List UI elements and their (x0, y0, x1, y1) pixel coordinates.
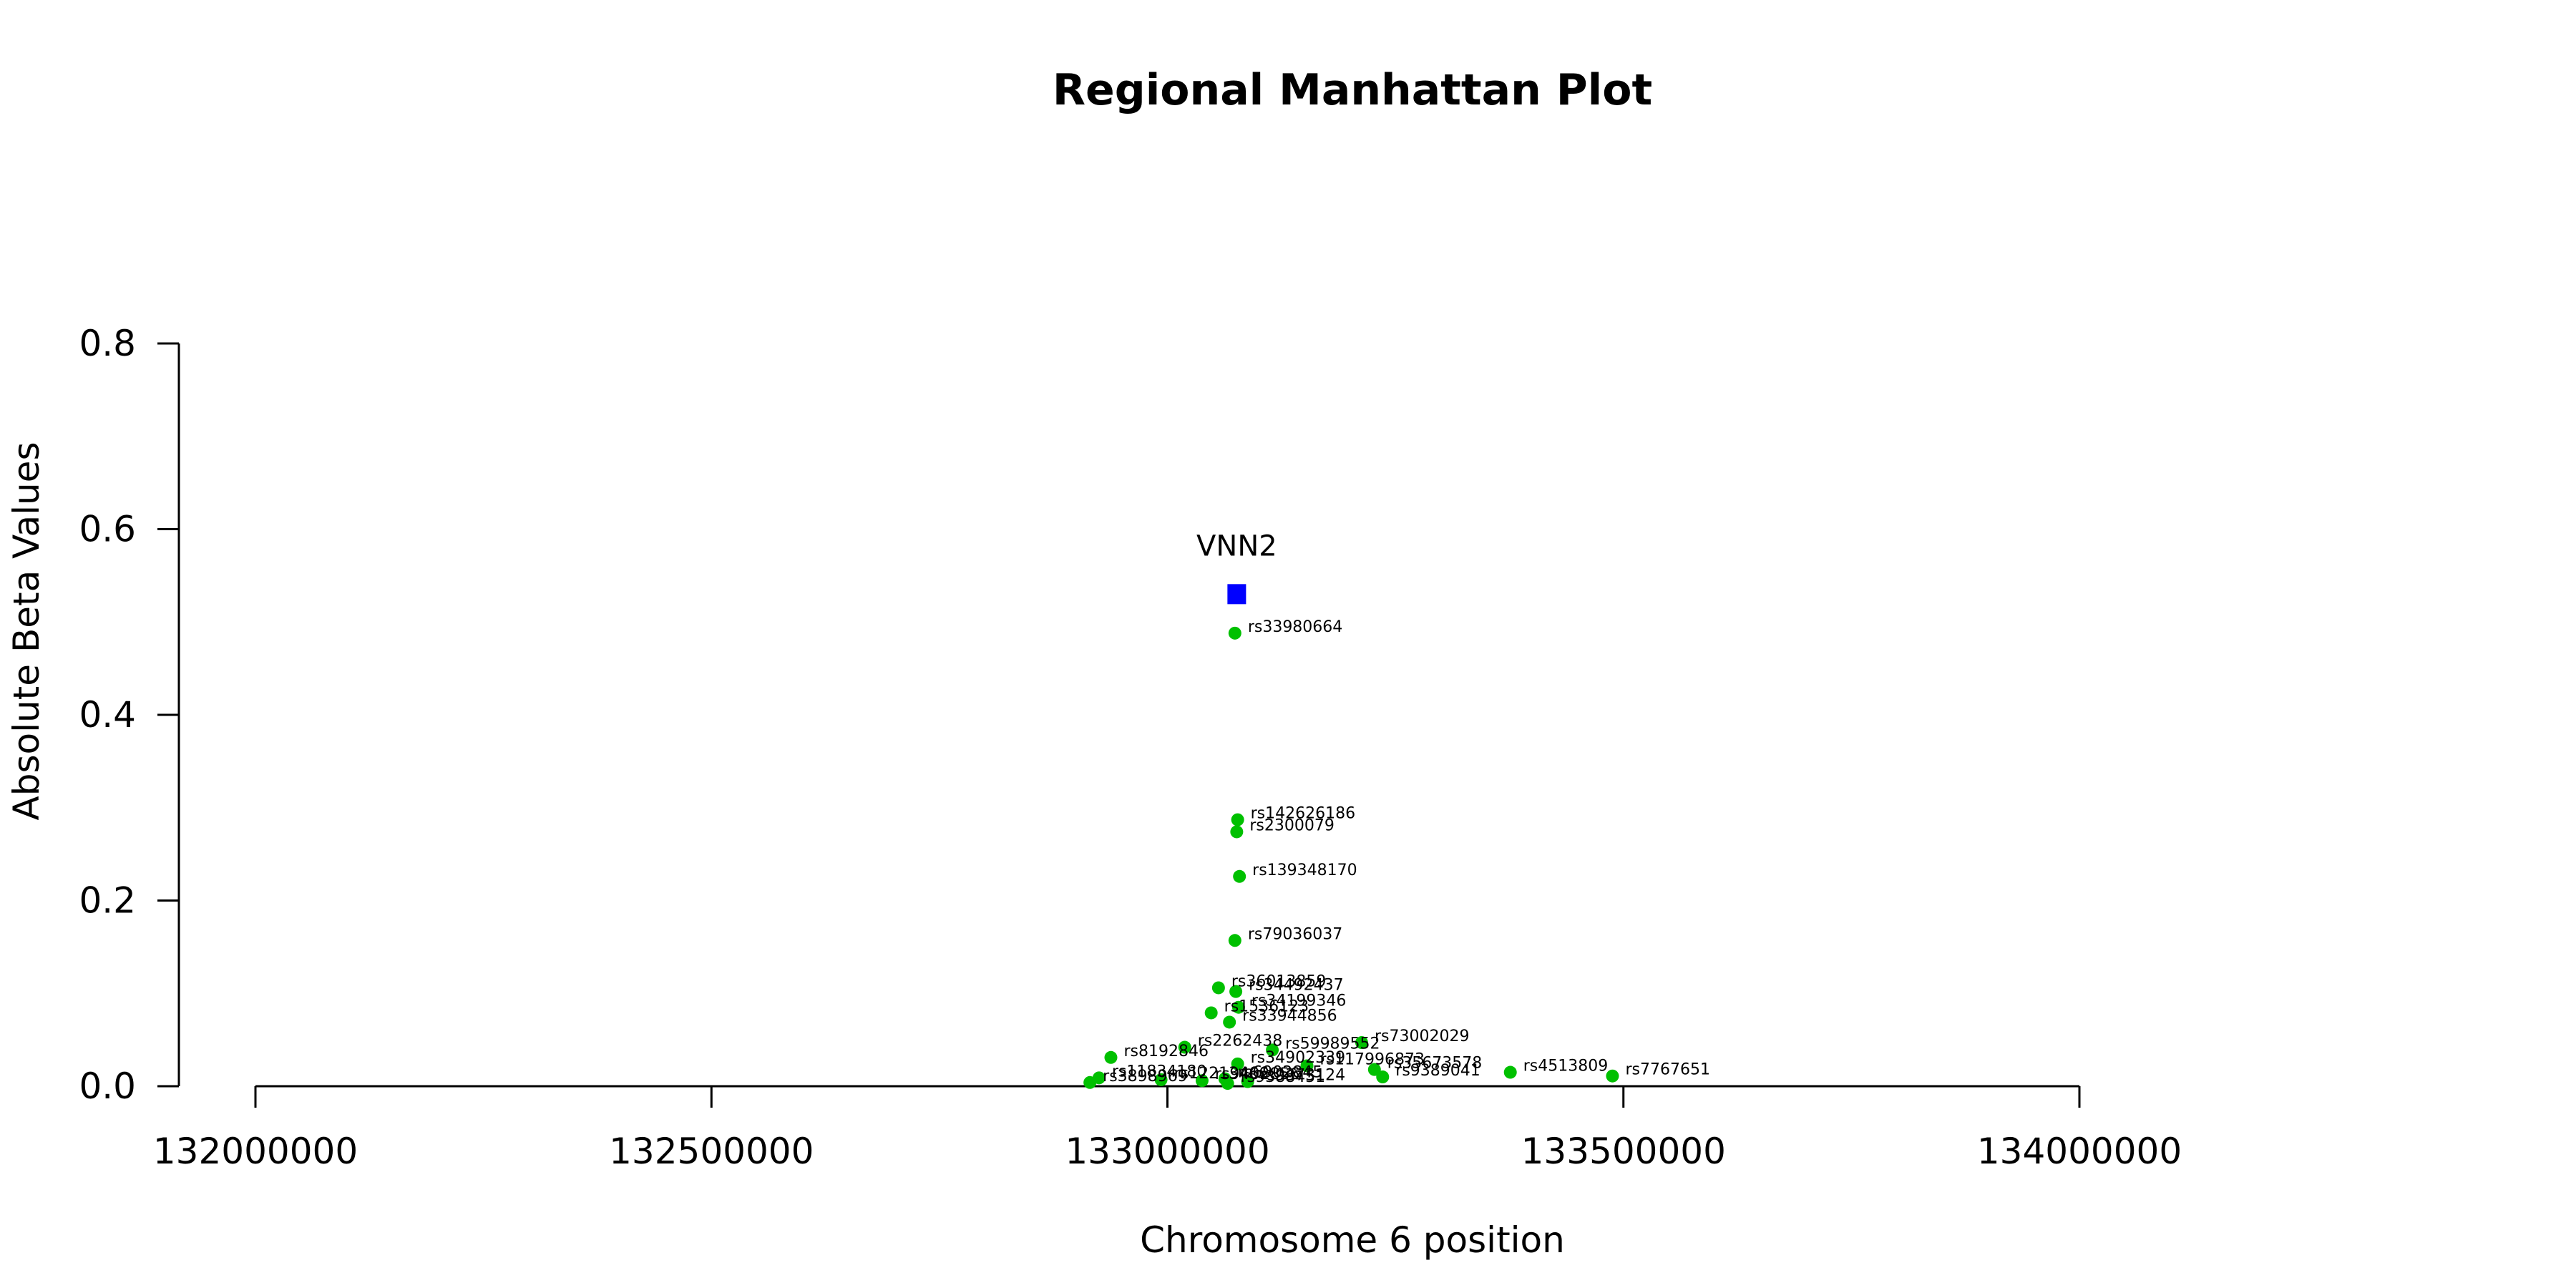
snp-label: rs117996873 (1319, 1050, 1424, 1068)
y-tick-label: 0.8 (79, 323, 136, 364)
snp-point (1376, 1070, 1390, 1084)
snp-label: rs9388451 (1241, 1068, 1326, 1086)
snp-point (1228, 934, 1241, 947)
x-axis-label: Chromosome 6 position (1140, 1219, 1565, 1261)
snp-point (1229, 985, 1243, 998)
snp-point (1204, 1006, 1218, 1020)
snp-label: rs33980664 (1248, 618, 1342, 636)
snp-label: rs9389041 (1395, 1062, 1480, 1080)
chart-title: Regional Manhattan Plot (1053, 65, 1652, 115)
y-tick-label: 0.0 (79, 1065, 136, 1107)
snp-point (1367, 1063, 1381, 1076)
snp-point (1606, 1069, 1619, 1083)
snp-point (1221, 1077, 1234, 1091)
snp-label: rs79036037 (1248, 925, 1342, 943)
snp-point (1083, 1075, 1097, 1089)
gene-label: VNN2 (1196, 530, 1277, 562)
snp-point (1241, 1075, 1254, 1088)
snp-point (1195, 1074, 1209, 1088)
snp-label: rs59989552 (1285, 1035, 1380, 1053)
snp-label: rs33944856 (1242, 1007, 1337, 1025)
snp-point (1231, 813, 1244, 826)
y-axis: 0.0 0.2 0.4 0.6 0.8 (79, 323, 180, 1107)
gene-point (1227, 584, 1246, 605)
snp-label: rs9402856 (1215, 1065, 1300, 1083)
snp-label: rs8192846 (1123, 1043, 1209, 1060)
snp-point (1503, 1065, 1517, 1079)
snp-label: rs2300079 (1249, 816, 1335, 834)
snp-label: rs3898969 (1103, 1068, 1188, 1085)
snp-point (1104, 1050, 1118, 1064)
snp-label: rs34199346 (1252, 992, 1346, 1010)
snp-label: rs9373124 (1261, 1067, 1346, 1085)
x-tick-label: 133500000 (1521, 1131, 1726, 1172)
snp-point (1231, 1000, 1245, 1014)
snp-point (1228, 626, 1241, 640)
snp-label: rs142626186 (1251, 805, 1355, 823)
y-tick-label: 0.2 (79, 880, 136, 922)
snp-point (1230, 825, 1244, 839)
snp-label: rs73002029 (1375, 1028, 1469, 1045)
data-points (1083, 584, 1619, 1091)
snp-label: rs11834180 (1112, 1063, 1206, 1080)
snp-label: rs7767651 (1625, 1061, 1710, 1079)
x-tick-label: 133000000 (1065, 1131, 1269, 1172)
snp-point (1233, 869, 1246, 883)
y-tick-label: 0.6 (79, 509, 136, 550)
snp-point (1154, 1073, 1168, 1086)
snp-point (1231, 1057, 1244, 1070)
snp-point (1178, 1040, 1191, 1054)
snp-label: rs34902339 (1251, 1049, 1345, 1067)
snp-label: rs12213466 (1174, 1065, 1269, 1083)
snp-label: rs4513809 (1523, 1058, 1609, 1075)
snp-label: rs1536123 (1224, 997, 1309, 1015)
snp-label: rs139348170 (1252, 862, 1357, 879)
snp-point (1211, 981, 1225, 995)
x-tick-label: 132000000 (153, 1131, 358, 1172)
snp-label: rs6902845 (1238, 1064, 1323, 1082)
snp-point (1355, 1036, 1368, 1050)
snp-point (1223, 1015, 1236, 1029)
snp-point (1300, 1059, 1314, 1073)
snp-label: rs2262438 (1198, 1033, 1283, 1050)
snp-label: rs34492437 (1249, 977, 1343, 995)
y-tick-label: 0.4 (79, 694, 136, 736)
snp-point (1266, 1043, 1279, 1057)
snp-label: rs35673578 (1387, 1055, 1482, 1073)
y-axis-label: Absolute Beta Values (6, 442, 47, 821)
snp-label: rs36013859 (1231, 972, 1326, 990)
x-tick-label: 134000000 (1977, 1131, 2182, 1172)
x-axis: 132000000 132500000 133000000 133500000 1340… (153, 1085, 2182, 1172)
x-tick-label: 132500000 (609, 1131, 814, 1172)
